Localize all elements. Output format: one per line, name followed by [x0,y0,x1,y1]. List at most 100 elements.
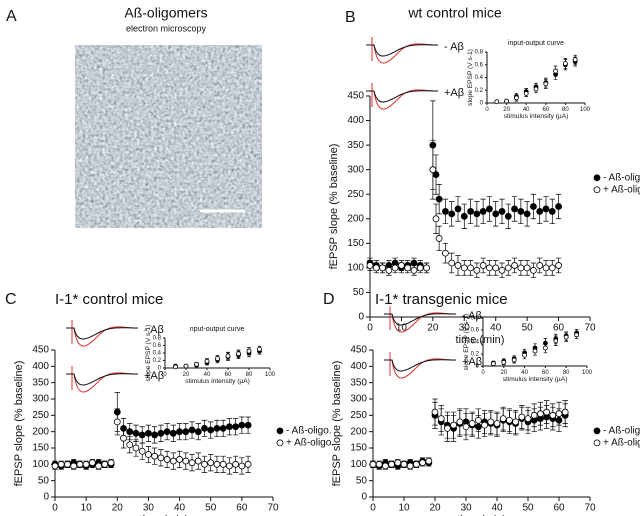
point [563,334,569,340]
y-tick-label: 0 [361,492,367,503]
y-tick-label: 0.8 [471,316,480,322]
y-tick-label: 400 [347,115,364,126]
point [479,262,487,269]
x-tick-label: 70 [584,323,596,334]
point [561,408,569,416]
legend-label: + Aß-oligo. [603,437,640,448]
point [88,459,96,467]
point [423,264,430,272]
point [542,205,550,213]
point [238,462,246,470]
trace [384,313,457,326]
y-tick-label: 0.8 [475,50,484,56]
point [151,431,159,439]
y-tick-label: 0.6 [153,343,162,349]
point [207,459,215,467]
x-axis-label: time (min) [456,334,505,346]
point [473,266,481,274]
point [454,205,462,213]
chart-title: nput-output curve [190,326,245,333]
panel-subtitle: electron microscopy [126,23,207,33]
trace-label: +Aβ [444,87,464,99]
point [437,415,445,423]
point [169,429,177,437]
x-tick-label: 100 [265,372,276,378]
point [494,99,500,105]
x-tick-label: 0 [485,107,489,113]
chart-title: wt control mice [407,5,502,21]
micrograph [75,45,262,228]
point [523,264,531,272]
point [511,262,518,269]
y-tick-label: 150 [350,443,367,454]
x-tick-label: 40 [523,107,530,113]
y-tick-label: 0 [358,312,364,323]
y-tick-label: 350 [347,140,364,151]
x-tick-label: 30 [143,503,155,514]
trace [366,90,439,103]
point [194,428,202,436]
y-tick-label: 350 [32,377,49,388]
point [379,264,386,272]
y-tick-label: 50 [38,475,50,486]
x-axis-label: stimulus intensity (µA) [504,113,569,120]
x-tick-label: 0 [163,372,167,378]
x-tick-label: 60 [236,503,248,514]
y-tick-label: 350 [350,377,367,388]
y-tick-label: 0.2 [471,352,480,358]
trace-label: - Aβ [462,310,482,322]
point [375,460,383,468]
y-tick-label: 0.2 [153,358,162,364]
point [138,447,146,455]
point [543,408,550,416]
point [517,208,525,215]
point [82,460,90,468]
point [145,429,152,437]
point [518,413,526,421]
point [70,462,78,470]
y-tick-label: 0.6 [475,62,484,68]
point [429,166,437,174]
trace [366,43,439,64]
point [468,420,476,427]
trace [384,358,457,379]
y-tick-label: 300 [347,164,364,175]
point [487,418,495,426]
point [95,462,102,470]
point [194,361,199,367]
point [219,424,227,432]
point [511,357,517,363]
point [563,61,568,66]
point [173,364,178,370]
y-axis-label: slope EPSP (V s-1) [467,49,474,106]
y-tick-label: 100 [32,459,49,470]
trace [384,359,457,372]
x-tick-label: 50 [522,503,534,514]
point [394,459,402,467]
y-axis-label: fEPSP slope (% baseline) [331,361,343,487]
y-tick-label: 250 [32,410,49,421]
point [132,429,140,437]
trace-label: - Aβ [444,41,464,53]
trace [66,372,139,393]
trace [366,44,439,57]
point [435,235,443,242]
x-tick-label: 20 [183,372,190,378]
x-tick-label: 20 [503,107,510,113]
point [157,454,165,462]
x-tick-label: 50 [205,503,217,514]
point [549,411,557,419]
point [406,462,414,470]
point [572,57,578,63]
point [113,418,121,426]
point [369,460,377,468]
point [201,460,208,468]
legend-marker [593,186,601,194]
trace [366,89,439,110]
point [57,460,65,468]
y-tick-label: 0.4 [153,351,162,357]
point [404,264,412,272]
point [530,411,538,419]
chart-title: I-1* transgenic mice [375,291,508,308]
